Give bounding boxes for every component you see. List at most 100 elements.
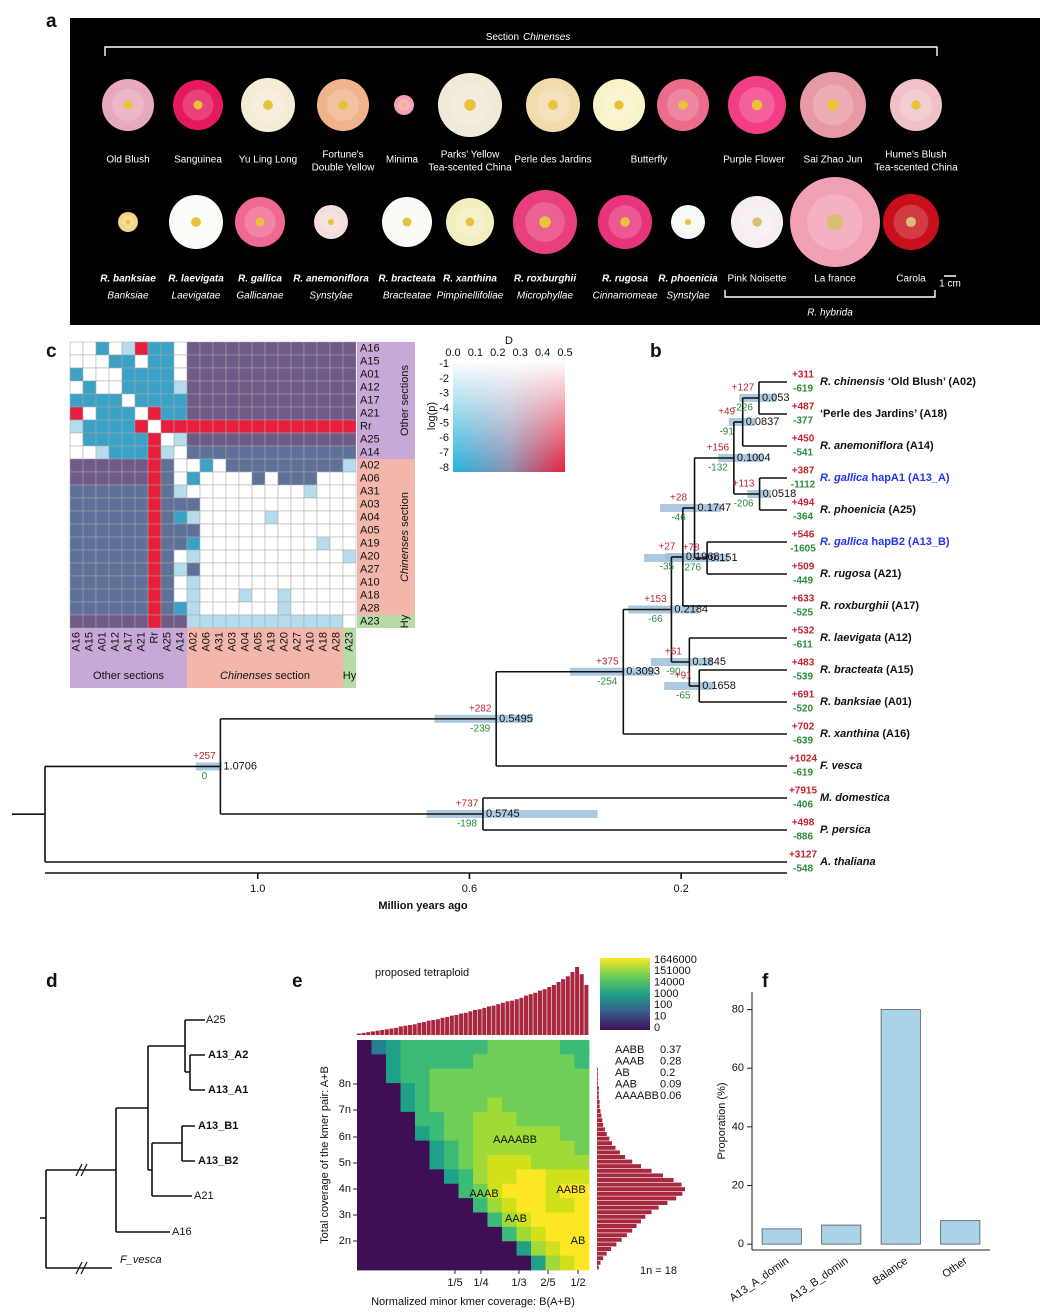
- heat-cell: [238, 614, 253, 629]
- top-hist-bar: [384, 1029, 389, 1035]
- heat-cell: [186, 367, 201, 382]
- heat-cell: [199, 549, 214, 564]
- heat-cell: [108, 536, 123, 551]
- density-cell: [444, 1040, 459, 1055]
- y-tick-label: 2n: [339, 1235, 351, 1247]
- top-hist-bar: [394, 1027, 399, 1035]
- heat-cell: [225, 393, 240, 408]
- heat-cell: [264, 497, 279, 512]
- legend-genotype: AB: [615, 1067, 630, 1079]
- right-hist-bar: [597, 1164, 641, 1169]
- heat-cell: [199, 562, 214, 577]
- leaf-name: A. thaliana: [819, 856, 876, 868]
- density-cell: [531, 1198, 546, 1213]
- heat-cell: [186, 393, 201, 408]
- heat-cell: [199, 588, 214, 603]
- heat-cell: [264, 523, 279, 538]
- species-name: R. gallica: [238, 274, 282, 285]
- node-loss: -65: [676, 691, 691, 702]
- leaf-gain: +483: [792, 658, 815, 669]
- density-cell: [531, 1054, 546, 1070]
- heat-cell: [212, 458, 227, 473]
- row-label: A23: [360, 615, 380, 627]
- hist-note: 1n = 18: [640, 1265, 677, 1277]
- heat-cell: [290, 575, 305, 590]
- flower-name: Purple Flower: [723, 155, 785, 166]
- density-cell: [560, 1068, 575, 1084]
- legend-genotype: AABB: [615, 1044, 644, 1056]
- node-gain: +127: [732, 383, 755, 394]
- y-tick-label: 80: [732, 1003, 744, 1015]
- col-label: A17: [122, 632, 134, 652]
- heat-cell: [277, 367, 292, 382]
- heat-cell: [303, 393, 318, 408]
- density-cell: [458, 1040, 474, 1055]
- heat-cell: [290, 393, 305, 408]
- density-cell: [516, 1255, 532, 1271]
- col-label: A14: [174, 632, 186, 652]
- density-cell: [444, 1126, 459, 1142]
- heat-cell: [173, 458, 188, 473]
- heat-cell: [303, 588, 318, 603]
- node-gain: +113: [733, 479, 755, 490]
- heat-cell: [264, 419, 279, 434]
- heat-cell: [147, 484, 162, 499]
- right-hist-bar: [597, 1168, 652, 1173]
- heat-cell: [82, 614, 97, 629]
- top-hist-bar: [519, 997, 524, 1035]
- y-tick-label: 20: [732, 1179, 744, 1191]
- heat-cell: [264, 562, 279, 577]
- heat-cell: [342, 458, 357, 473]
- heat-cell: [199, 406, 214, 421]
- heat-cell: [147, 601, 162, 616]
- heat-cell: [290, 432, 305, 447]
- density-cell: [516, 1183, 532, 1199]
- heat-cell: [225, 471, 240, 486]
- density-cell: [429, 1183, 445, 1199]
- flower-center: [539, 216, 551, 228]
- group-band-bottom: [70, 628, 187, 688]
- heat-cell: [147, 393, 162, 408]
- heat-cell: [264, 367, 279, 382]
- leaf-gain: +450: [792, 434, 815, 445]
- heat-cell: [134, 575, 149, 590]
- heat-cell: [342, 380, 357, 395]
- colorbar-tick: 14000: [654, 977, 685, 989]
- leaf-species: R. laevigata: [820, 632, 881, 644]
- heat-cell: [82, 471, 97, 486]
- flower-center: [752, 217, 762, 227]
- heat-cell: [82, 341, 97, 356]
- density-cell: [458, 1212, 474, 1228]
- density-cell: [415, 1040, 430, 1055]
- heat-cell: [238, 445, 253, 460]
- hist-title: proposed tetraploid: [375, 967, 469, 979]
- x-axis-title: Normalized minor kmer coverage: B(A+B): [371, 1296, 575, 1308]
- heat-cell: [173, 549, 188, 564]
- density-cell: [429, 1083, 445, 1098]
- heat-cell: [316, 549, 331, 564]
- heat-cell: [329, 445, 344, 460]
- heat-cell: [95, 471, 110, 486]
- density-cell: [560, 1083, 575, 1098]
- density-cell: [371, 1212, 387, 1228]
- density-cell: [502, 1226, 517, 1242]
- heat-cell: [290, 380, 305, 395]
- heat-cell: [82, 380, 97, 395]
- section-name: Bracteatae: [383, 291, 432, 302]
- density-cell: [545, 1226, 561, 1242]
- col-label: A20: [278, 632, 290, 652]
- heat-cell: [160, 614, 175, 629]
- heat-cell: [264, 471, 279, 486]
- density-cell: [531, 1140, 546, 1156]
- heat-cell: [225, 380, 240, 395]
- flower-center: [548, 100, 558, 110]
- heat-cell: [303, 601, 318, 616]
- heat-cell: [251, 614, 266, 629]
- density-cell: [574, 1183, 590, 1199]
- right-hist-bar: [597, 1081, 598, 1086]
- group-name-italic: Chinenses: [220, 670, 272, 682]
- heat-cell: [134, 393, 149, 408]
- heat-cell: [290, 562, 305, 577]
- heat-cell: [264, 341, 279, 356]
- heat-cell: [147, 341, 162, 356]
